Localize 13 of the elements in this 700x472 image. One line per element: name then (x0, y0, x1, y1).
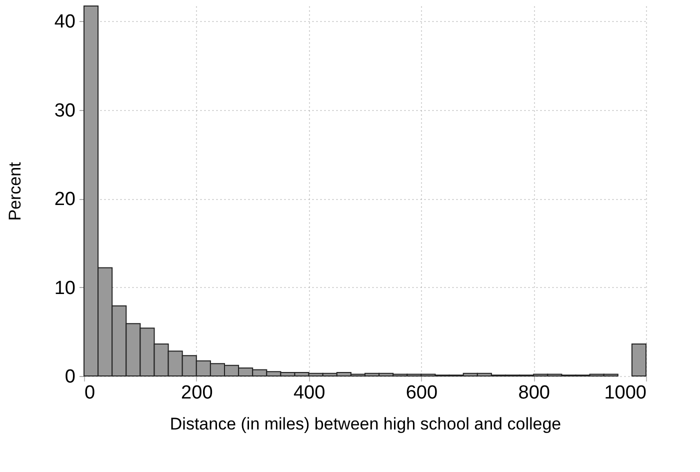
y-tick-label: 40 (54, 12, 76, 33)
y-tick-label: 30 (54, 100, 76, 122)
x-tick-label: 0 (84, 382, 96, 404)
x-tick-label: 400 (293, 382, 326, 404)
x-tick-label: 1000 (604, 382, 646, 404)
x-axis-title: Distance (in miles) between high school and college (170, 414, 562, 434)
y-tick-label: 10 (54, 278, 76, 299)
y-tick-label: 0 (64, 366, 76, 388)
y-tick-label: 20 (54, 189, 76, 210)
x-tick-label: 200 (181, 382, 213, 404)
x-tick-label: 600 (406, 382, 438, 404)
y-axis-title: Percent (5, 162, 24, 221)
x-tick-label: 800 (518, 382, 550, 404)
